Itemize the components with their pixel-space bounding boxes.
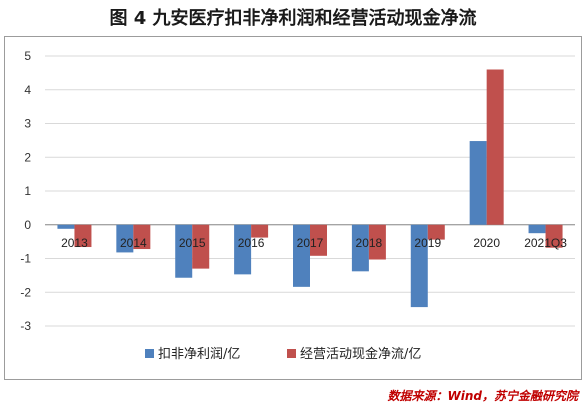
y-tick-label: 1 — [24, 184, 31, 198]
y-tick-label: 3 — [24, 117, 31, 131]
y-tick-label: -1 — [20, 252, 31, 266]
x-tick-label: 2017 — [297, 236, 324, 250]
x-tick-label: 2018 — [356, 236, 383, 250]
bar-net-profit-2018 — [351, 224, 369, 272]
y-tick-labels: -3 -2 -1 0 1 2 3 4 5 — [20, 49, 31, 333]
y-tick-label: 5 — [24, 49, 31, 63]
x-tick-label: 2019 — [414, 236, 441, 250]
bar-operating-cashflow-2017 — [310, 224, 327, 256]
bar-net-profit-2020 — [469, 141, 487, 225]
x-tick-label: 2015 — [179, 236, 206, 250]
x-tick-labels: 2013 2014 2015 2016 2017 2018 2019 2020 2021Q3 — [61, 236, 567, 250]
y-tick-label: 4 — [24, 83, 31, 97]
bar-operating-cashflow-2018 — [368, 224, 386, 260]
data-source-note: 数据来源：Wind，苏宁金融研究院 — [387, 389, 578, 403]
bar-net-profit-2013 — [57, 224, 75, 229]
bar-operating-cashflow-2013 — [74, 224, 92, 248]
legend-label: 扣非净利润/亿 — [158, 347, 240, 362]
bar-operating-cashflow-2021Q3 — [545, 224, 563, 248]
bar-net-profit-2015 — [175, 224, 193, 278]
bars — [57, 69, 563, 308]
y-tick-label: 2 — [24, 150, 31, 164]
x-tick-label: 2021Q3 — [524, 236, 567, 250]
x-tick-label: 2014 — [120, 236, 147, 250]
y-tick-label: 0 — [24, 218, 31, 232]
bar-operating-cashflow-2016 — [251, 224, 269, 238]
x-tick-label: 2020 — [473, 236, 500, 250]
bar-operating-cashflow-2020 — [486, 69, 504, 225]
bar-net-profit-2016 — [234, 224, 252, 275]
bar-operating-cashflow-2014 — [133, 224, 151, 250]
y-tick-label: -3 — [20, 319, 31, 333]
bar-net-profit-2021Q3 — [528, 224, 546, 234]
x-tick-label: 2013 — [61, 236, 88, 250]
bar-net-profit-2014 — [116, 224, 134, 253]
y-tick-label: -2 — [20, 285, 31, 299]
legend-swatch — [287, 349, 296, 358]
legend-swatch — [145, 349, 154, 358]
chart-title: 图 4 九安医疗扣非净利润和经营活动现金净流 — [109, 8, 477, 29]
legend-label: 经营活动现金净流/亿 — [300, 346, 421, 362]
bar-operating-cashflow-2015 — [192, 224, 210, 269]
chart-area: -3 -2 -1 0 1 2 3 4 5 2013 2014 2015 2016 2017 2018 201… — [4, 36, 582, 380]
bar-net-profit-2017 — [293, 224, 310, 287]
legend: 扣非净利润/亿 经营活动现金净流/亿 — [145, 346, 421, 362]
bar-net-profit-2019 — [410, 224, 428, 308]
x-tick-label: 2016 — [238, 236, 265, 250]
bar-operating-cashflow-2019 — [427, 224, 445, 240]
